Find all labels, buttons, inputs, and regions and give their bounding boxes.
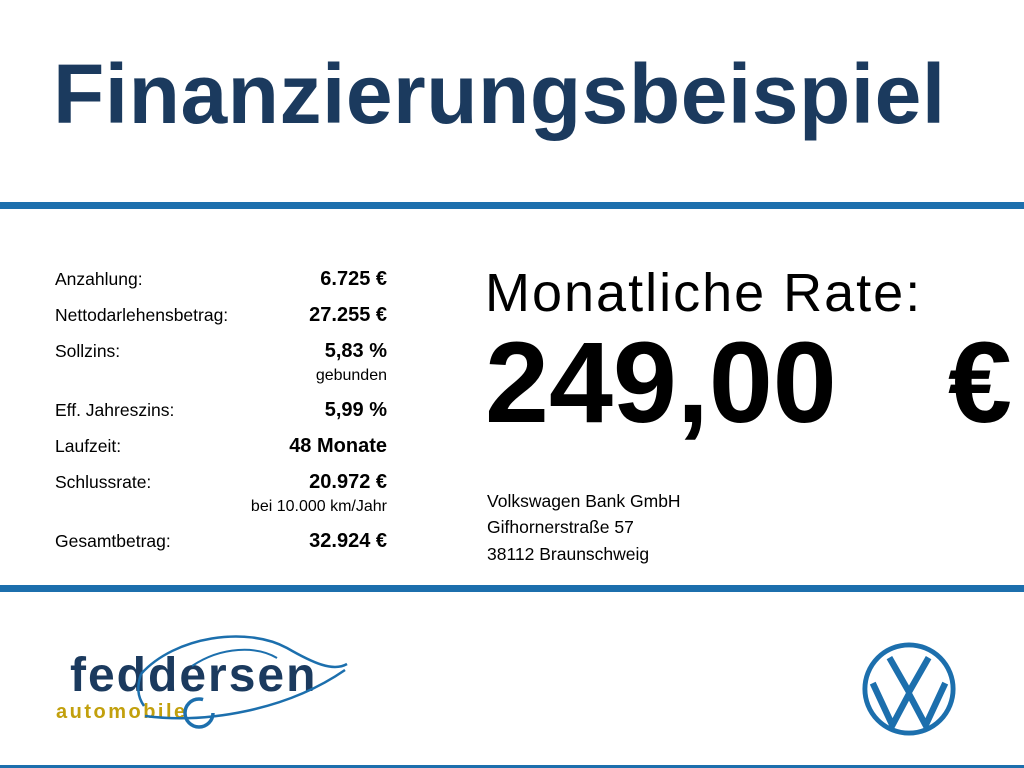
finance-value: 27.255 € [309, 304, 387, 326]
finance-value: 5,83 % [324, 340, 387, 362]
finance-row: Schlussrate: 20.972 € [55, 471, 387, 494]
finance-label: Schlussrate: [55, 472, 152, 492]
bank-address: Volkswagen Bank GmbH Gifhornerstraße 57 … [487, 488, 681, 567]
finance-row: Anzahlung: 6.725 € [55, 268, 387, 291]
finance-row: Eff. Jahreszins: 5,99 % [55, 399, 387, 422]
bank-address-line: Gifhornerstraße 57 [487, 517, 634, 538]
page-title: Finanzierungsbeispiel [53, 47, 946, 141]
monthly-rate-heading: Monatliche Rate: [485, 263, 923, 323]
finance-label: Sollzins: [55, 341, 121, 361]
monthly-rate-amount: 249,00 € [485, 326, 1012, 441]
finance-value: 20.972 € [309, 471, 387, 493]
finance-label: Eff. Jahreszins: [55, 400, 175, 420]
finance-note: bei 10.000 km/Jahr [250, 498, 387, 515]
bottom-divider [0, 585, 1024, 592]
finance-value: 32.924 € [309, 530, 387, 552]
bank-address-line: 38112 Braunschweig [487, 543, 650, 564]
car-sketch-icon [137, 635, 348, 729]
finance-note: gebunden [315, 367, 387, 384]
finance-value: 48 Monate [289, 435, 387, 457]
currency-symbol: € [948, 319, 1012, 447]
finance-row: Sollzins: 5,83 % [55, 340, 387, 363]
finance-label: Laufzeit: [55, 436, 122, 456]
finance-table: Anzahlung: 6.725 € Nettodarlehensbetrag:… [55, 268, 387, 566]
vw-logo-icon [862, 642, 956, 736]
finance-value: 6.725 € [320, 268, 387, 290]
finance-label: Gesamtbetrag: [55, 531, 171, 551]
top-divider [0, 202, 1024, 209]
bank-address-line: Volkswagen Bank GmbH [487, 491, 681, 511]
finance-row: Gesamtbetrag: 32.924 € [55, 530, 387, 553]
monthly-rate-value: 249,00 [485, 319, 837, 447]
finance-row: Nettodarlehensbetrag: 27.255 € [55, 304, 387, 327]
finance-label: Nettodarlehensbetrag: [55, 305, 229, 325]
page-edge-rule [0, 765, 1024, 768]
finance-row: Laufzeit: 48 Monate [55, 435, 387, 458]
finance-label: Anzahlung: [55, 269, 143, 289]
finance-value: 5,99 % [324, 399, 387, 421]
dealer-name: feddersen [70, 649, 318, 702]
